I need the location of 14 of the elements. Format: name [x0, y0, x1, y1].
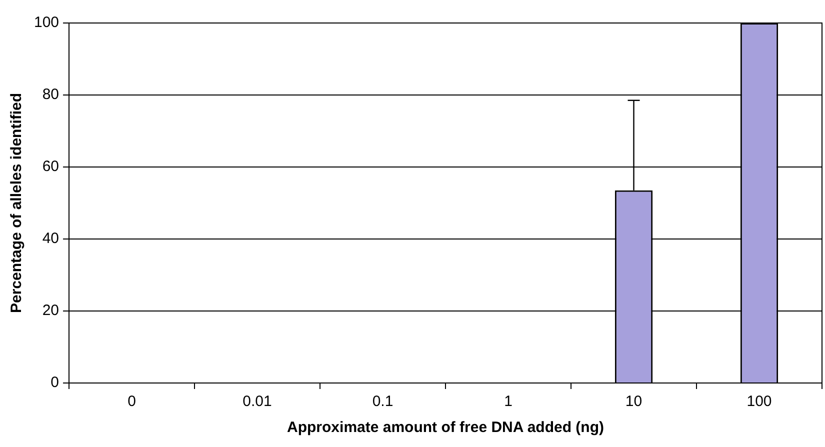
x-tick-label: 0: [128, 393, 136, 410]
y-tick-label: 60: [42, 158, 60, 176]
y-tick-label: 20: [42, 302, 60, 320]
x-tick-label: 10: [625, 393, 642, 410]
x-tick-label: 1: [504, 393, 512, 410]
x-tick-label: 0.1: [372, 393, 394, 410]
x-axis-title: Approximate amount of free DNA added (ng): [287, 419, 604, 436]
y-axis-title: Percentage of alleles identified: [8, 92, 26, 314]
x-tick-label: 100: [746, 393, 772, 410]
x-tick-label: 0.01: [242, 393, 272, 410]
y-tick-label: 80: [42, 86, 60, 104]
y-tick-label: 100: [34, 14, 60, 32]
y-tick-label: 40: [42, 230, 60, 248]
y-tick-label: 0: [50, 374, 60, 392]
